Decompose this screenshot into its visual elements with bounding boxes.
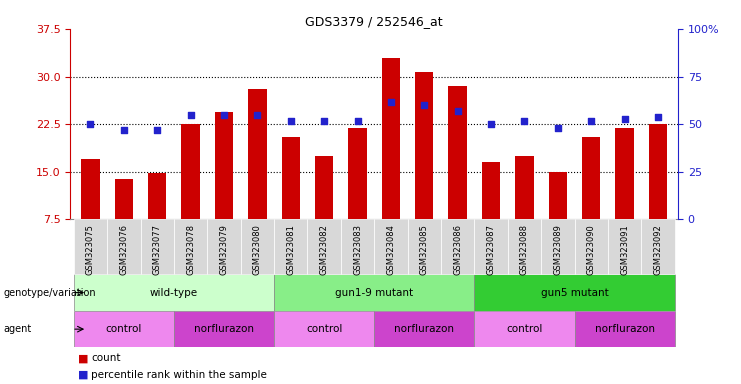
Bar <box>74 311 174 348</box>
Bar <box>649 124 667 267</box>
Text: control: control <box>306 324 342 334</box>
Bar <box>274 219 308 274</box>
Text: GSM323082: GSM323082 <box>319 224 328 275</box>
Point <box>251 112 263 118</box>
Text: GSM323087: GSM323087 <box>487 224 496 275</box>
Bar <box>515 156 534 267</box>
Bar <box>174 219 207 274</box>
Bar <box>315 156 333 267</box>
Text: GSM323077: GSM323077 <box>153 224 162 275</box>
Bar <box>408 219 441 274</box>
Bar <box>148 173 167 267</box>
Bar <box>508 219 541 274</box>
Text: norflurazon: norflurazon <box>394 324 454 334</box>
Bar <box>608 219 641 274</box>
Text: agent: agent <box>4 324 32 334</box>
Text: GSM323075: GSM323075 <box>86 224 95 275</box>
Bar <box>482 162 500 267</box>
Text: GSM323083: GSM323083 <box>353 224 362 275</box>
Text: norflurazon: norflurazon <box>194 324 254 334</box>
Text: GSM323081: GSM323081 <box>286 224 295 275</box>
Bar <box>574 219 608 274</box>
Text: GSM323089: GSM323089 <box>554 224 562 275</box>
Text: GSM323084: GSM323084 <box>386 224 396 275</box>
Point <box>419 102 431 108</box>
Bar <box>474 219 508 274</box>
Text: control: control <box>506 324 542 334</box>
Bar <box>341 219 374 274</box>
Text: count: count <box>91 353 121 363</box>
Bar <box>382 58 400 267</box>
Bar <box>374 219 408 274</box>
Bar <box>574 311 674 348</box>
Text: control: control <box>106 324 142 334</box>
Text: ■: ■ <box>78 370 92 380</box>
Point <box>385 98 397 104</box>
Bar <box>107 219 141 274</box>
Bar <box>308 219 341 274</box>
Text: GSM323079: GSM323079 <box>219 224 228 275</box>
Bar <box>82 159 99 267</box>
Point <box>519 118 531 124</box>
Bar <box>74 219 107 274</box>
Bar <box>274 311 374 348</box>
Bar <box>474 274 674 311</box>
Title: GDS3379 / 252546_at: GDS3379 / 252546_at <box>305 15 443 28</box>
Point <box>452 108 464 114</box>
Point <box>84 121 96 127</box>
Bar <box>441 219 474 274</box>
Text: GSM323086: GSM323086 <box>453 224 462 275</box>
Text: GSM323092: GSM323092 <box>654 224 662 275</box>
Point <box>118 127 130 133</box>
Bar <box>274 274 474 311</box>
Bar <box>448 86 467 267</box>
Text: GSM323078: GSM323078 <box>186 224 195 275</box>
Text: GSM323076: GSM323076 <box>119 224 128 275</box>
Text: gun1-9 mutant: gun1-9 mutant <box>335 288 413 298</box>
Bar <box>374 311 474 348</box>
Bar <box>641 219 674 274</box>
Text: GSM323085: GSM323085 <box>420 224 429 275</box>
Point <box>151 127 163 133</box>
Bar <box>207 219 241 274</box>
Point <box>218 112 230 118</box>
Text: GSM323088: GSM323088 <box>520 224 529 275</box>
Bar <box>215 112 233 267</box>
Point <box>485 121 497 127</box>
Bar <box>474 311 574 348</box>
Point <box>619 116 631 122</box>
Bar <box>182 124 200 267</box>
Bar <box>541 219 574 274</box>
Point <box>552 125 564 131</box>
Point <box>351 118 363 124</box>
Text: GSM323090: GSM323090 <box>587 224 596 275</box>
Point <box>185 112 196 118</box>
Bar <box>582 137 600 267</box>
Bar <box>174 311 274 348</box>
Text: GSM323080: GSM323080 <box>253 224 262 275</box>
Bar <box>282 137 300 267</box>
Text: norflurazon: norflurazon <box>594 324 654 334</box>
Text: gun5 mutant: gun5 mutant <box>541 288 608 298</box>
Bar <box>241 219 274 274</box>
Text: percentile rank within the sample: percentile rank within the sample <box>91 370 267 380</box>
Text: genotype/variation: genotype/variation <box>4 288 96 298</box>
Point <box>585 118 597 124</box>
Text: wild-type: wild-type <box>150 288 198 298</box>
Bar <box>616 127 634 267</box>
Bar <box>115 179 133 267</box>
Bar <box>141 219 174 274</box>
Text: GSM323091: GSM323091 <box>620 224 629 275</box>
Bar <box>548 172 567 267</box>
Bar <box>348 127 367 267</box>
Bar <box>74 274 274 311</box>
Point <box>318 118 330 124</box>
Bar <box>415 72 433 267</box>
Point <box>652 114 664 120</box>
Text: ■: ■ <box>78 353 92 363</box>
Bar <box>248 89 267 267</box>
Point <box>285 118 296 124</box>
